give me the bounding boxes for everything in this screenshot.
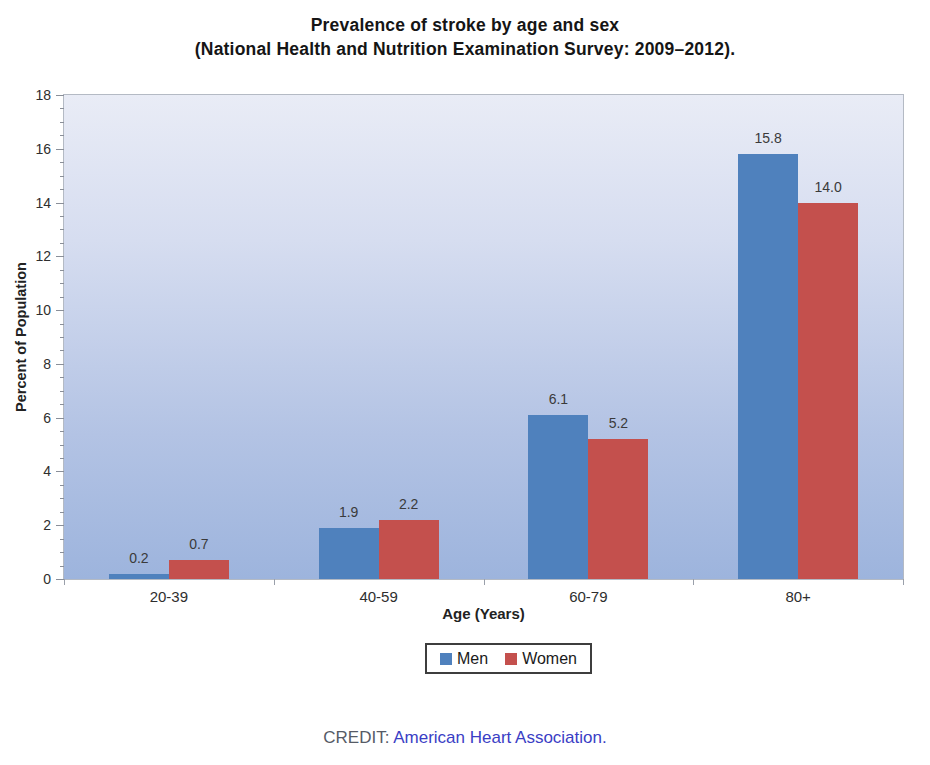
y-tick xyxy=(60,391,64,392)
y-tick xyxy=(60,566,64,567)
bar-value-label: 0.2 xyxy=(129,550,148,566)
legend-swatch-women xyxy=(505,653,517,665)
y-tick xyxy=(60,485,64,486)
x-tick-label: 20-39 xyxy=(150,588,188,605)
y-tick xyxy=(60,431,64,432)
bar-value-label: 5.2 xyxy=(609,415,628,431)
y-tick xyxy=(60,176,64,177)
y-tick xyxy=(60,498,64,499)
y-tick xyxy=(60,229,64,230)
x-axis-tick xyxy=(693,579,694,585)
bar-value-label: 2.2 xyxy=(399,496,418,512)
y-tick xyxy=(56,525,64,526)
y-tick xyxy=(56,256,64,257)
y-tick-label: 18 xyxy=(35,87,51,103)
y-tick xyxy=(60,350,64,351)
legend-item-women: Women xyxy=(505,650,577,668)
y-tick xyxy=(60,135,64,136)
x-axis-title: Age (Years) xyxy=(63,605,904,622)
y-tick xyxy=(56,310,64,311)
legend: Men Women xyxy=(425,643,592,674)
x-axis-tick xyxy=(484,579,485,585)
bar-value-label: 14.0 xyxy=(815,179,842,195)
y-tick-label: 12 xyxy=(35,248,51,264)
plot-area: 02468101214161820-390.20.740-591.92.260-… xyxy=(63,94,904,580)
y-tick xyxy=(56,149,64,150)
y-tick-label: 8 xyxy=(43,356,51,372)
y-tick xyxy=(60,297,64,298)
y-tick-label: 4 xyxy=(43,463,51,479)
y-tick-label: 6 xyxy=(43,410,51,426)
bar-men-80+ xyxy=(738,154,798,579)
bar-women-40-59 xyxy=(379,520,439,579)
y-tick xyxy=(60,337,64,338)
y-tick xyxy=(60,377,64,378)
bar-men-40-59 xyxy=(319,528,379,579)
y-tick xyxy=(56,203,64,204)
y-tick-label: 2 xyxy=(43,517,51,533)
y-tick xyxy=(60,162,64,163)
y-tick xyxy=(60,243,64,244)
legend-swatch-men xyxy=(440,653,452,665)
y-tick xyxy=(56,579,64,580)
x-tick-label: 60-79 xyxy=(569,588,607,605)
credit-prefix: CREDIT: xyxy=(323,728,393,747)
bar-men-60-79 xyxy=(528,415,588,579)
y-tick xyxy=(60,512,64,513)
chart-figure: Prevalence of stroke by age and sex (Nat… xyxy=(0,0,930,765)
y-tick xyxy=(56,418,64,419)
y-tick xyxy=(60,445,64,446)
bar-value-label: 0.7 xyxy=(189,536,208,552)
bar-men-20-39 xyxy=(109,574,169,579)
y-tick xyxy=(60,552,64,553)
bar-value-label: 6.1 xyxy=(549,391,568,407)
y-tick xyxy=(60,108,64,109)
x-tick-label: 40-59 xyxy=(359,588,397,605)
y-tick xyxy=(60,189,64,190)
bar-women-20-39 xyxy=(169,560,229,579)
y-tick xyxy=(56,364,64,365)
y-tick xyxy=(60,216,64,217)
bar-women-80+ xyxy=(798,203,858,579)
chart-title: Prevalence of stroke by age and sex (Nat… xyxy=(0,13,930,61)
x-tick-label: 80+ xyxy=(785,588,810,605)
y-tick-label: 14 xyxy=(35,195,51,211)
y-tick xyxy=(60,404,64,405)
y-tick xyxy=(60,283,64,284)
bar-value-label: 15.8 xyxy=(755,130,782,146)
credit-link[interactable]: American Heart Association. xyxy=(393,728,607,747)
y-tick xyxy=(60,324,64,325)
y-tick-label: 10 xyxy=(35,302,51,318)
y-tick-label: 16 xyxy=(35,141,51,157)
x-axis-tick xyxy=(64,579,65,585)
y-tick xyxy=(56,471,64,472)
legend-item-men: Men xyxy=(440,650,488,668)
bar-women-60-79 xyxy=(588,439,648,579)
legend-label-women: Women xyxy=(522,650,577,668)
credit-line: CREDIT: American Heart Association. xyxy=(0,728,930,748)
y-tick xyxy=(56,95,64,96)
chart-title-line1: Prevalence of stroke by age and sex xyxy=(0,13,930,37)
x-axis-tick xyxy=(903,579,904,585)
chart-title-line2: (National Health and Nutrition Examinati… xyxy=(0,37,930,61)
y-tick xyxy=(60,458,64,459)
y-tick-label: 0 xyxy=(43,571,51,587)
bar-value-label: 1.9 xyxy=(339,504,358,520)
y-tick xyxy=(60,539,64,540)
y-tick xyxy=(60,270,64,271)
y-tick xyxy=(60,122,64,123)
y-axis-title: Percent of Population xyxy=(13,262,29,412)
x-axis-tick xyxy=(274,579,275,585)
legend-label-men: Men xyxy=(457,650,488,668)
